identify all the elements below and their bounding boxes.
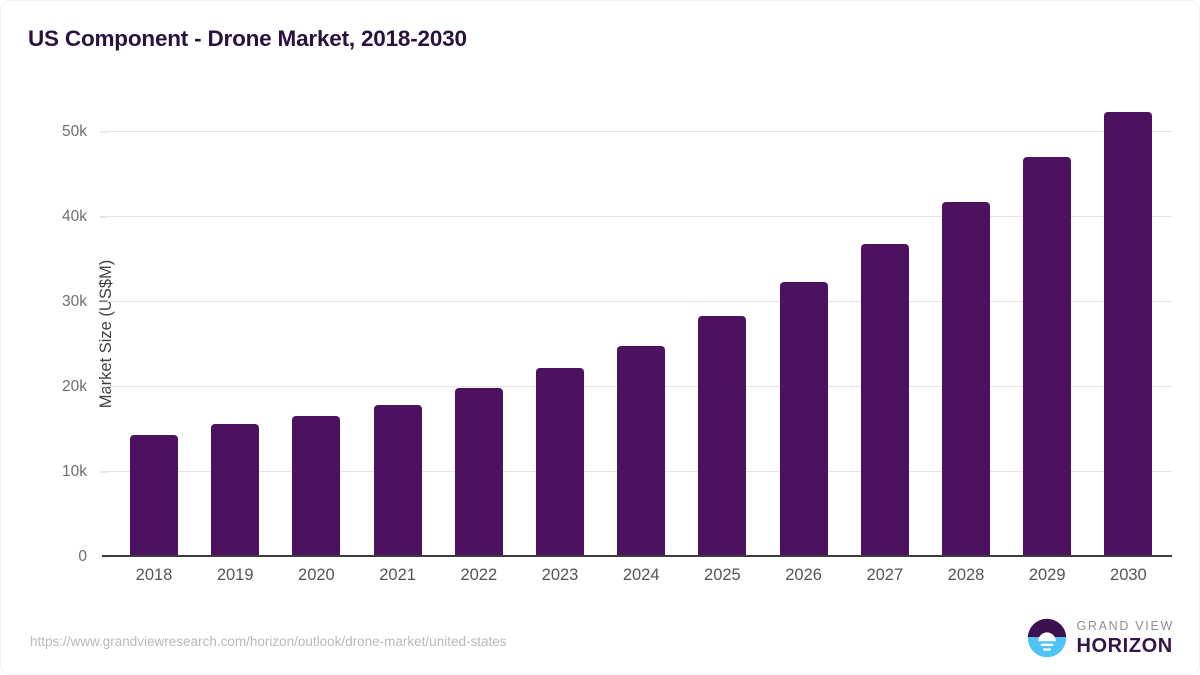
x-axis-tick-label-2029: 2029: [1028, 566, 1066, 584]
y-axis-tick-label: 50k: [62, 123, 87, 140]
x-axis-tick-label-2026: 2026: [785, 566, 822, 584]
y-axis-tick-marks: [0, 110, 107, 558]
x-axis-tick-label-2022: 2022: [460, 566, 498, 584]
gridline: [107, 301, 1172, 302]
x-axis-tick-label-2028: 2028: [947, 566, 985, 584]
bar-2025[interactable]: [698, 316, 747, 557]
x-axis-tick-labels: 2018 2019 2020 2021 2022 2023 2024 2025 2026 2027…: [107, 566, 1172, 596]
y-axis-tick-mark: [100, 386, 107, 388]
page-title: US Component - Drone Market, 2018-2030: [28, 26, 467, 51]
horizon-circle-icon: [1028, 618, 1067, 658]
logo-text: GRAND VIEW HORIZON: [1076, 620, 1174, 656]
gridline: [107, 131, 1172, 132]
bar-2023[interactable]: [536, 368, 584, 557]
x-axis-tick-label-2018: 2018: [135, 566, 173, 584]
y-axis-tick-label: 30k: [62, 293, 87, 310]
bar-2028[interactable]: [942, 201, 990, 557]
y-axis-tick-mark: [100, 216, 107, 218]
y-axis-tick-label: 10k: [62, 463, 87, 480]
y-axis-tick-mark: [100, 556, 107, 558]
y-axis-tick-label: 20k: [62, 378, 87, 395]
x-axis-tick-label-2030: 2030: [1110, 566, 1147, 584]
x-axis-tick-label-2021: 2021: [379, 566, 416, 584]
grand-view-horizon-logo[interactable]: GRAND VIEW HORIZON: [1027, 618, 1174, 658]
bar-2029[interactable]: [1023, 156, 1072, 557]
x-axis-tick-label-2025: 2025: [704, 566, 741, 584]
bar-2026[interactable]: [779, 282, 828, 557]
logo-horizon-text: HORIZON: [1076, 634, 1173, 657]
bar-2022[interactable]: [454, 387, 503, 557]
x-axis-tick-label-2027: 2027: [866, 566, 904, 584]
bar-2018[interactable]: [130, 435, 178, 557]
y-axis-tick-mark: [100, 471, 107, 473]
bar-2019[interactable]: [211, 424, 260, 557]
y-axis-tick-label: 40k: [62, 208, 87, 225]
logo-grand-view-text: GRAND VIEW: [1076, 619, 1174, 634]
x-axis-tick-label-2024: 2024: [622, 566, 660, 584]
bar-2021[interactable]: [373, 404, 422, 557]
x-axis-tick-label-2019: 2019: [216, 566, 254, 584]
y-axis-tick-label: 0: [78, 548, 87, 565]
bar-2020[interactable]: [292, 415, 341, 557]
bar-2024[interactable]: [617, 346, 666, 557]
x-axis-line: [102, 555, 1172, 557]
plot-area: [102, 110, 1172, 557]
x-axis-tick-label-2023: 2023: [541, 566, 579, 584]
x-axis-tick-label-2020: 2020: [298, 566, 335, 584]
gridline: [107, 216, 1172, 217]
bar-2030[interactable]: [1104, 111, 1153, 557]
y-axis-tick-mark: [100, 131, 107, 133]
source-url[interactable]: https://www.grandviewresearch.com/horizo…: [30, 634, 507, 649]
bar-2027[interactable]: [860, 244, 909, 557]
y-axis-tick-labels: 0 10k 20k 30k 40k 50k: [0, 110, 95, 565]
y-axis-tick-mark: [100, 301, 107, 303]
